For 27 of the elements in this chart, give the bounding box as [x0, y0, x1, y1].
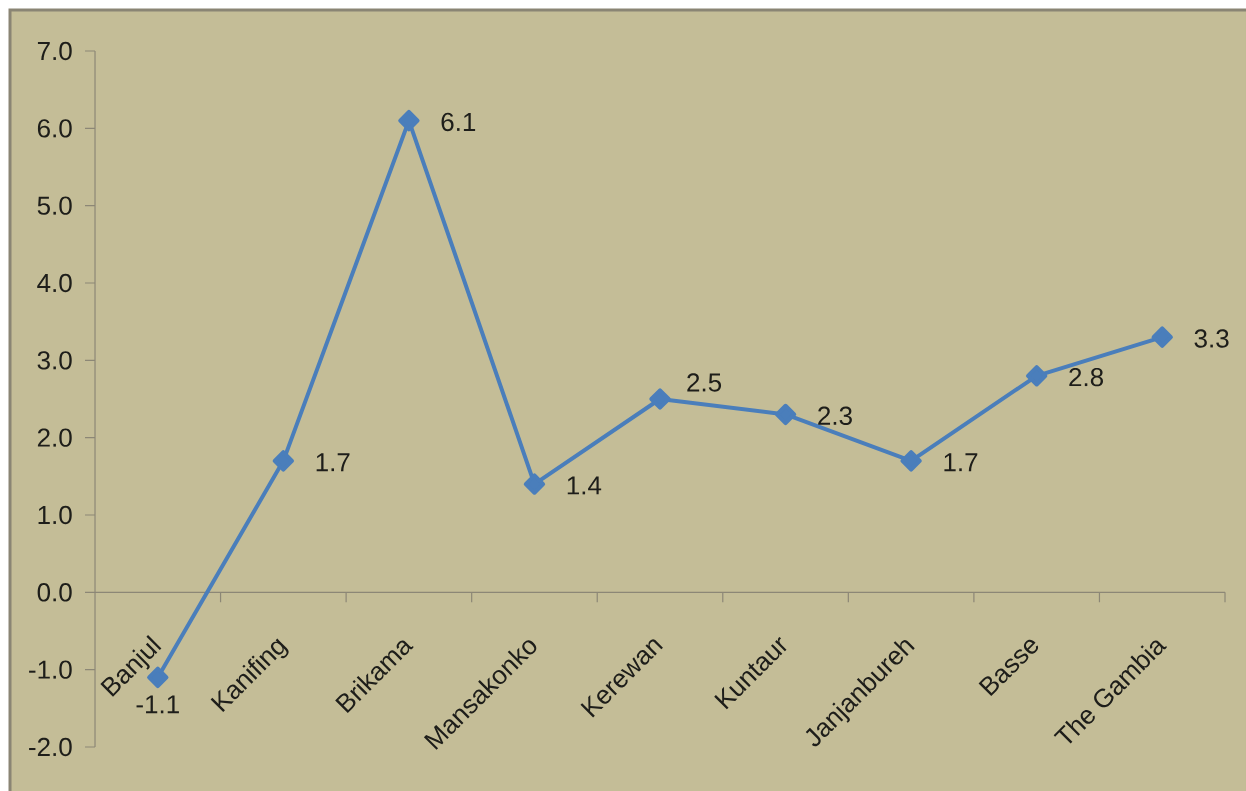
data-label: 1.4: [567, 476, 602, 495]
y-tick-label: -1.0: [29, 660, 72, 679]
data-label: 2.5: [687, 373, 722, 392]
y-tick-label: 3.0: [37, 351, 72, 370]
data-label: 2.3: [818, 406, 852, 425]
point: [774, 403, 797, 426]
y-tick-label: 4.0: [37, 273, 72, 293]
y-tick-label: 6.0: [37, 119, 72, 138]
data-label: 6.1: [441, 112, 476, 132]
y-tick-label: 2.0: [37, 428, 72, 447]
data-label: 1.7: [316, 453, 350, 472]
data-label: -1.1: [136, 695, 179, 714]
data-label: 2.8: [1069, 367, 1104, 387]
point: [272, 450, 295, 472]
y-tick-label: -2.0: [29, 737, 72, 757]
y-tick-label: 1.0: [38, 505, 72, 525]
point: [649, 388, 671, 410]
point: [523, 473, 546, 495]
point: [1151, 326, 1173, 348]
point: [900, 450, 922, 472]
point: [1026, 365, 1048, 387]
data-label: 1.7: [944, 453, 978, 472]
y-tick-label: 5.0: [37, 196, 72, 215]
data-label: 3.3: [1194, 329, 1229, 348]
y-tick-label: 0.0: [37, 583, 72, 602]
y-tick-label: 7.0: [37, 41, 72, 61]
point: [398, 109, 420, 132]
